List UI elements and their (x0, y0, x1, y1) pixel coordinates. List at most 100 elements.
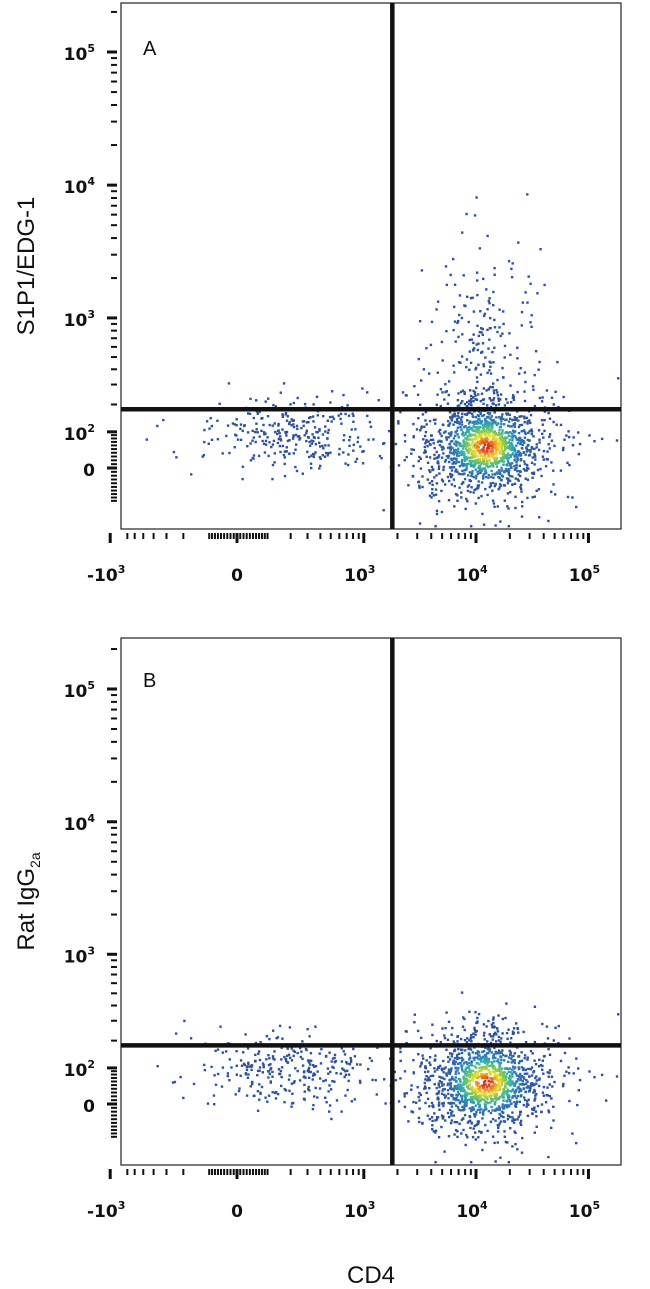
event-point (367, 438, 370, 441)
event-point (459, 1080, 462, 1084)
event-point (415, 428, 419, 431)
event-point (502, 1087, 505, 1091)
event-point (487, 416, 490, 419)
event-point (526, 449, 530, 452)
event-point (452, 1089, 456, 1092)
event-point (474, 1076, 477, 1079)
event-point (547, 1109, 550, 1112)
event-point (283, 462, 286, 466)
y-tick-label: 105 (64, 42, 95, 65)
event-point (227, 382, 231, 385)
event-point (502, 1076, 505, 1079)
event-point (359, 1081, 362, 1084)
event-point (327, 452, 330, 455)
event-point (479, 425, 482, 429)
event-point (267, 1094, 271, 1097)
event-point (541, 1091, 545, 1094)
event-point (442, 423, 445, 427)
event-point (446, 1038, 450, 1041)
event-point (485, 1095, 488, 1098)
event-point (460, 1132, 463, 1135)
event-point (459, 361, 462, 364)
event-point (527, 454, 531, 457)
event-point (529, 450, 532, 454)
event-point (470, 1098, 474, 1101)
event-point (421, 1121, 424, 1125)
event-point (576, 1103, 579, 1107)
event-point (498, 486, 501, 489)
event-point (410, 1110, 413, 1113)
event-point (600, 1073, 604, 1077)
event-point (459, 426, 462, 429)
event-point (474, 1138, 477, 1141)
event-point (511, 262, 514, 265)
event-point (292, 423, 295, 426)
event-point (463, 444, 466, 448)
event-point (578, 442, 582, 446)
event-point (368, 420, 372, 424)
event-point (453, 442, 456, 446)
event-point (456, 1057, 459, 1061)
event-point (483, 432, 486, 435)
event-point (514, 477, 517, 480)
event-point (442, 468, 445, 472)
event-point (588, 1070, 591, 1073)
event-point (459, 1048, 463, 1051)
event-point (459, 1078, 462, 1081)
event-point (466, 1062, 469, 1066)
event-point (491, 1077, 494, 1080)
event-point (473, 392, 476, 395)
event-point (519, 1110, 522, 1114)
event-point (426, 461, 430, 464)
event-point (436, 371, 439, 374)
event-point (468, 422, 471, 425)
event-point (535, 446, 538, 449)
event-point (479, 310, 482, 313)
event-point (207, 442, 210, 445)
event-point (489, 484, 493, 487)
event-point (417, 480, 421, 483)
event-point (496, 1130, 500, 1133)
event-point (515, 417, 518, 420)
event-point (501, 413, 504, 416)
event-point (258, 410, 261, 414)
event-point (516, 346, 519, 349)
event-point (437, 465, 441, 468)
event-point (463, 1089, 466, 1092)
event-point (214, 1083, 218, 1086)
event-point (465, 1061, 469, 1064)
event-point (469, 1119, 472, 1122)
event-point (239, 427, 242, 431)
event-point (441, 448, 444, 451)
event-point (417, 1095, 420, 1099)
event-point (267, 397, 270, 400)
event-point (494, 1050, 497, 1053)
event-point (288, 422, 291, 426)
event-point (511, 1096, 514, 1099)
event-point (447, 432, 451, 435)
event-point (454, 1076, 457, 1079)
event-point (488, 360, 491, 363)
event-point (479, 373, 483, 376)
event-point (437, 456, 440, 459)
event-point (358, 1079, 362, 1083)
event-point (572, 436, 575, 439)
event-point (529, 1068, 532, 1071)
event-point (526, 444, 529, 447)
event-point (466, 419, 469, 422)
event-point (456, 418, 459, 421)
event-point (445, 1011, 448, 1014)
event-point (512, 1118, 515, 1121)
event-point (471, 1051, 474, 1054)
event-point (563, 438, 566, 441)
event-point (467, 484, 471, 487)
event-point (494, 456, 498, 459)
event-point (488, 425, 491, 428)
event-point (518, 1060, 522, 1063)
event-point (455, 460, 458, 463)
event-point (455, 1121, 459, 1124)
event-point (463, 391, 466, 394)
event-point (488, 422, 491, 425)
event-point (250, 1065, 253, 1068)
event-point (282, 453, 286, 457)
